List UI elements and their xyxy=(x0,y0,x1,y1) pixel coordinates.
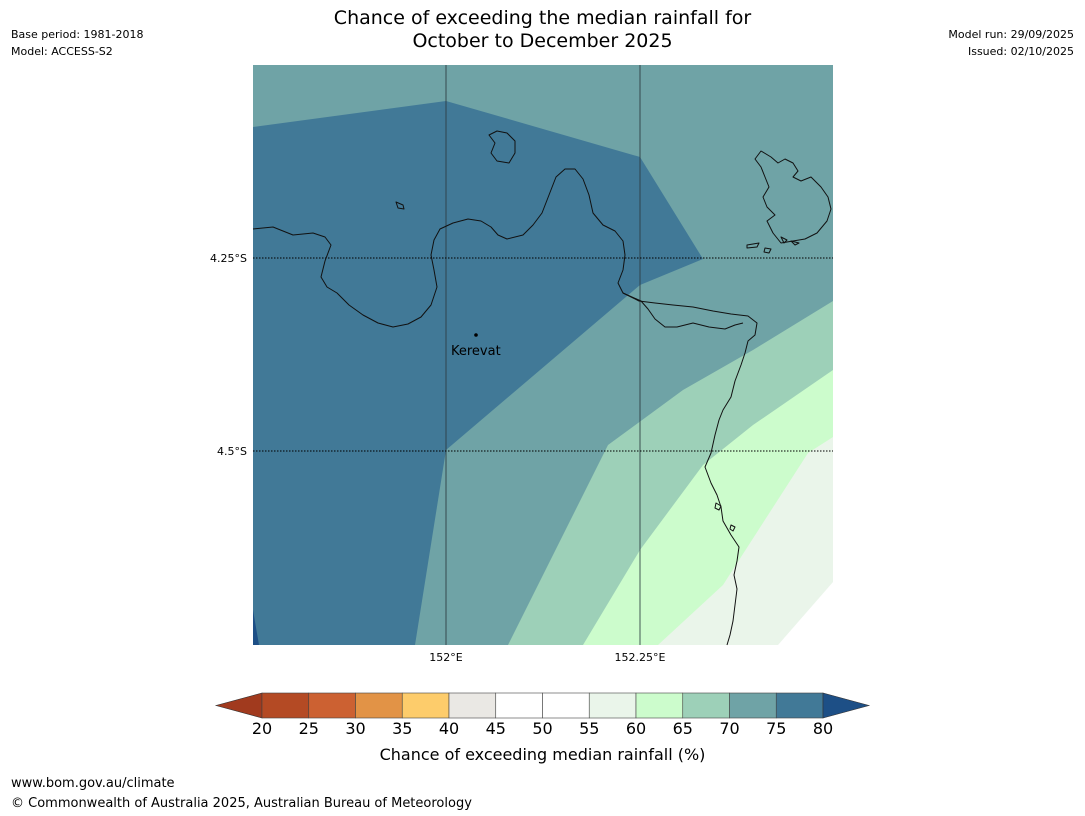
colorbar-tick-label: 25 xyxy=(299,719,319,738)
lat-label: 4.5°S xyxy=(217,445,247,458)
coastline-island xyxy=(790,240,800,246)
colorbar-swatch xyxy=(495,692,543,719)
colorbar-tick-label: 20 xyxy=(252,719,272,738)
colorbar-tick-label: 70 xyxy=(719,719,739,738)
coastline-island xyxy=(763,247,772,254)
colorbar-swatch xyxy=(775,692,824,719)
colorbar-swatch xyxy=(588,692,637,719)
coastline-island xyxy=(714,502,722,511)
coastlines xyxy=(252,130,832,646)
colorbar-tick-label: 40 xyxy=(439,719,459,738)
band-80-plus xyxy=(253,610,259,645)
colorbar-swatch xyxy=(542,692,590,719)
lon-label: 152°E xyxy=(429,651,462,664)
colorbar-swatch xyxy=(729,692,777,719)
title-line-2: October to December 2025 xyxy=(412,30,673,52)
colorbar-tick-label: 55 xyxy=(579,719,599,738)
colorbar-extend-low xyxy=(214,692,263,719)
colorbar-swatch xyxy=(682,692,730,719)
colorbar-tick-label: 45 xyxy=(486,719,506,738)
base-period-text: Base period: 1981-2018 xyxy=(11,28,144,41)
footer-url: www.bom.gov.au/climate xyxy=(11,776,175,791)
colorbar-label: Chance of exceeding median rainfall (%) xyxy=(379,745,706,764)
rainfall-map: Kerevat 4.25°S 4.5°S 152°E 152.25°E xyxy=(210,65,833,664)
footer-copyright: © Commonwealth of Australia 2025, Austra… xyxy=(11,796,472,811)
coastline-island xyxy=(780,236,788,244)
coastline-island xyxy=(746,242,760,249)
model-text: Model: ACCESS-S2 xyxy=(11,45,113,58)
coastline-island xyxy=(395,201,405,210)
lon-label: 152.25°E xyxy=(615,651,666,664)
meta-left: Base period: 1981-2018 Model: ACCESS-S2 xyxy=(11,26,143,60)
band-55-60 xyxy=(658,437,833,645)
colorbar-extend-high xyxy=(822,692,871,719)
band-50-55 xyxy=(778,582,833,645)
lon-labels: 152°E 152.25°E xyxy=(429,651,665,664)
footer: www.bom.gov.au/climate © Commonwealth of… xyxy=(11,774,472,814)
meta-right: Model run: 29/09/2025 Issued: 02/10/2025 xyxy=(948,26,1074,60)
colorbar-tick-label: 35 xyxy=(392,719,412,738)
colorbar-swatch xyxy=(261,692,310,719)
issued-text: Issued: 02/10/2025 xyxy=(967,45,1074,58)
coastline-main xyxy=(252,168,758,646)
colorbar-tick-label: 30 xyxy=(345,719,365,738)
colorbar-swatch xyxy=(401,692,450,719)
colorbar-tick-label: 80 xyxy=(813,719,833,738)
colorbar-tick-label: 50 xyxy=(532,719,552,738)
model-run-text: Model run: 29/09/2025 xyxy=(948,28,1074,41)
coastline-island xyxy=(729,524,736,532)
map-title: Chance of exceeding the median rainfall … xyxy=(0,7,1085,53)
lat-label: 4.25°S xyxy=(210,252,247,265)
colorbar-tick-label: 75 xyxy=(766,719,786,738)
band-75-80 xyxy=(253,101,703,645)
coastline-island xyxy=(488,130,516,164)
colorbar-swatch xyxy=(308,692,356,719)
colorbar-tick-label: 60 xyxy=(626,719,646,738)
colorbar-swatch xyxy=(355,692,403,719)
colorbar-ticks: 20 25 30 35 40 45 50 55 60 65 70 75 80 xyxy=(252,719,833,738)
town-marker xyxy=(474,333,478,337)
graticule xyxy=(253,65,833,645)
colorbar: 20 25 30 35 40 45 50 55 60 65 70 75 80 xyxy=(214,692,871,738)
town-label-kerevat: Kerevat xyxy=(451,344,501,359)
colorbar-swatch xyxy=(635,692,684,719)
lat-labels: 4.25°S 4.5°S xyxy=(210,252,247,458)
colorbar-tick-label: 65 xyxy=(673,719,693,738)
colorbar-swatch xyxy=(448,692,497,719)
coastline-bay xyxy=(622,292,744,330)
title-line-1: Chance of exceeding the median rainfall … xyxy=(333,7,752,29)
coastline-island xyxy=(754,150,832,244)
contour-bands xyxy=(253,65,833,645)
colorbar-swatches xyxy=(214,692,871,719)
